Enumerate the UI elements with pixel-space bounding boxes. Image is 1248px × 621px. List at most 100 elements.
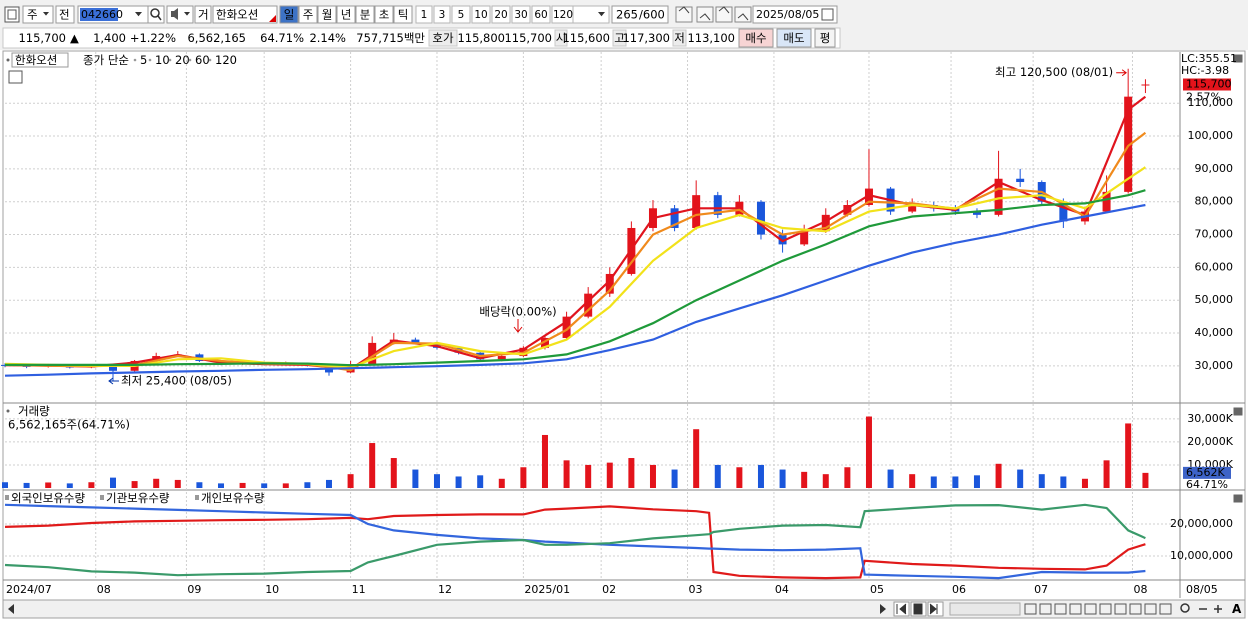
candle-body	[605, 273, 614, 294]
volume-bar	[66, 483, 73, 488]
volume-bar	[88, 482, 95, 488]
pane-title: 거래량	[18, 404, 50, 418]
count-box[interactable]	[611, 5, 669, 24]
x-tick-label: 11	[352, 583, 366, 596]
tool-icon[interactable]	[1129, 603, 1142, 615]
sound-button[interactable]	[166, 5, 194, 24]
date: 2025/08/05	[756, 8, 819, 21]
candle-body	[843, 205, 852, 215]
last-volume-label: 6,562K	[1186, 466, 1225, 479]
interval-button[interactable]	[336, 5, 356, 24]
tool-icon[interactable]	[1024, 603, 1037, 615]
quote-label-box	[554, 29, 568, 47]
tool-glyph	[678, 6, 690, 14]
order-button[interactable]	[814, 28, 836, 48]
zoom-slider[interactable]	[949, 602, 1021, 616]
minute-button[interactable]	[531, 5, 551, 24]
tool-icon[interactable]	[675, 6, 693, 23]
x-tick-label: 07	[1034, 583, 1048, 596]
volume-bar	[757, 464, 764, 488]
interval-button[interactable]	[374, 5, 394, 24]
zoom-in	[1214, 605, 1222, 613]
order-button[interactable]	[776, 28, 812, 48]
interval-button[interactable]	[355, 5, 375, 24]
volume-bar	[369, 443, 376, 488]
period-select[interactable]	[22, 5, 54, 24]
minute-label: 1	[421, 9, 428, 21]
tool-icon[interactable]	[715, 6, 733, 23]
interval-label: 틱	[398, 8, 409, 22]
scrollbar	[2, 599, 1246, 619]
quote-label-box	[428, 29, 458, 47]
volume-bar	[498, 478, 505, 488]
order-label: 매도	[783, 31, 804, 45]
ma-label: 종가 단순	[83, 53, 129, 67]
volume-bar	[1060, 476, 1067, 488]
volume-summary: 6,562,165주(64.71%)	[8, 418, 130, 432]
chart-frame	[2, 50, 1246, 601]
x-tick-label: 06	[952, 583, 966, 596]
volume-bar	[714, 464, 721, 488]
candle-body	[497, 356, 506, 360]
volume-bar	[649, 464, 656, 488]
minute-button[interactable]	[433, 5, 451, 24]
legend-entry: 외국인보유수량	[11, 491, 85, 505]
volume-bar	[930, 476, 937, 488]
interval-button[interactable]	[393, 5, 413, 24]
volume-bar	[45, 482, 52, 488]
name-corner	[269, 15, 276, 22]
tool-icon[interactable]	[1114, 603, 1127, 615]
volume-bar	[822, 474, 829, 488]
quote-label: 호가	[432, 31, 454, 45]
minute-button[interactable]	[471, 5, 491, 24]
tool-icon[interactable]	[1144, 603, 1157, 615]
tool-icon[interactable]	[1069, 603, 1082, 615]
interval-label: 분	[360, 8, 371, 22]
minute-select[interactable]	[572, 5, 610, 24]
trade-button[interactable]	[194, 5, 212, 24]
y-tick-label: 60,000	[1195, 260, 1234, 273]
interval-button[interactable]	[317, 5, 337, 24]
x-tick-label: 10	[265, 583, 279, 596]
font-button: A	[1232, 602, 1242, 616]
volume-bar	[131, 481, 138, 488]
minute-button[interactable]	[511, 5, 531, 24]
dropdown-arrow	[598, 12, 605, 17]
volume-bar	[1125, 423, 1132, 488]
tool-icon[interactable]	[1054, 603, 1067, 615]
volume-bar	[1017, 469, 1024, 488]
stock-name: 한화오션	[216, 8, 258, 22]
minute-button[interactable]	[451, 5, 471, 24]
legend-entry: 10	[155, 53, 170, 67]
y-tick-label: 20,000,000	[1170, 517, 1233, 530]
interval-button[interactable]	[298, 5, 318, 24]
volume-bar	[1038, 474, 1045, 488]
minute-label: 5	[458, 9, 465, 21]
tool-icon[interactable]	[1039, 603, 1052, 615]
volume-bar	[909, 474, 916, 488]
legend-dot	[188, 58, 192, 62]
minute-button[interactable]	[415, 5, 433, 24]
x-tick-label: 12	[438, 583, 452, 596]
minute-button[interactable]	[491, 5, 511, 24]
quote-turnover-ratio: 2.14%	[309, 31, 346, 45]
tool-icon[interactable]	[1084, 603, 1097, 615]
last-volume-ratio: 64.71%	[1186, 478, 1228, 491]
candle-body	[778, 234, 787, 245]
menu-icon[interactable]	[4, 6, 20, 23]
period: 주	[27, 8, 38, 22]
prev: 전	[59, 8, 70, 22]
x-tick-label: 05	[870, 583, 884, 596]
volume-bar	[304, 482, 311, 488]
date-box[interactable]	[752, 5, 838, 24]
volume-bar	[433, 474, 440, 488]
tool-icon[interactable]	[1159, 603, 1172, 615]
volume-bar	[261, 483, 268, 488]
tool-icon[interactable]	[1099, 603, 1112, 615]
volume-bar	[1103, 460, 1110, 488]
volume-bar	[174, 479, 181, 488]
prev-button[interactable]	[55, 5, 75, 24]
order-button[interactable]	[738, 28, 774, 48]
table-icon[interactable]	[8, 70, 23, 84]
interval-button[interactable]	[279, 5, 299, 24]
